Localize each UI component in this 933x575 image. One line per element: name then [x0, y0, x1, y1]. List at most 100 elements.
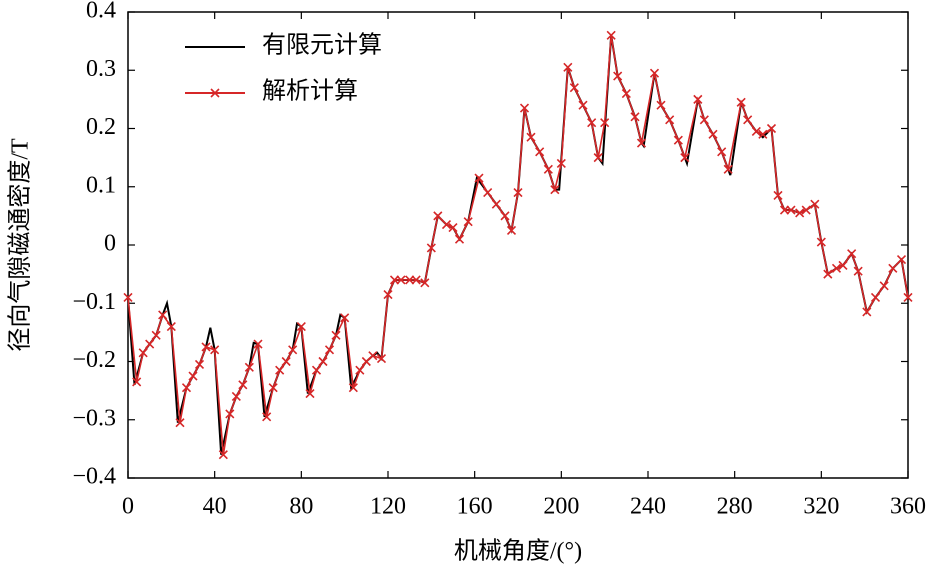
legend-label: 有限元计算: [262, 32, 382, 59]
marker: [238, 380, 248, 390]
marker: [426, 243, 436, 253]
marker: [636, 138, 647, 148]
marker: [773, 190, 783, 201]
marker: [847, 249, 857, 259]
marker: [649, 68, 660, 78]
x-axis-label: 机械角度/(°): [454, 538, 582, 565]
marker: [786, 205, 796, 215]
marker: [838, 260, 848, 270]
y-tick-label: 0.1: [86, 172, 116, 198]
marker: [613, 71, 623, 81]
y-tick-label: −0.2: [72, 347, 116, 373]
marker: [324, 345, 335, 355]
marker: [779, 205, 790, 215]
marker: [606, 30, 616, 40]
marker: [717, 147, 727, 157]
marker: [795, 208, 805, 218]
marker: [396, 275, 406, 285]
plot-frame: [127, 11, 909, 479]
marker: [801, 205, 811, 215]
marker: [376, 354, 387, 364]
marker: [454, 234, 465, 244]
x-tick-label: 200: [543, 494, 579, 520]
y-axis-label: 径向气隙磁通密度/T: [7, 138, 34, 352]
marker: [673, 135, 683, 145]
marker: [194, 359, 205, 369]
marker: [491, 199, 501, 209]
marker: [526, 132, 536, 142]
marker: [519, 103, 530, 113]
marker: [535, 147, 545, 157]
marker: [831, 263, 842, 273]
marker: [389, 275, 400, 285]
marker: [420, 278, 430, 288]
marker: [218, 450, 228, 460]
marker: [166, 321, 176, 332]
marker: [751, 126, 761, 136]
marker: [758, 129, 768, 139]
marker: [699, 115, 709, 125]
marker: [506, 225, 517, 236]
marker: [879, 281, 889, 291]
marker: [231, 391, 241, 402]
marker: [680, 153, 690, 163]
x-tick-label: 0: [122, 494, 134, 520]
marker: [448, 222, 458, 233]
series-line: [127, 35, 909, 455]
marker: [331, 330, 341, 340]
marker: [210, 345, 220, 355]
marker: [253, 339, 263, 349]
x-tick-label: 280: [717, 494, 753, 520]
x-tick-label: 160: [457, 494, 493, 520]
marker: [563, 62, 573, 72]
x-tick-label: 360: [890, 494, 926, 520]
marker: [138, 348, 148, 358]
marker: [244, 362, 254, 372]
x-tick-label: 120: [370, 494, 406, 520]
marker: [587, 118, 597, 128]
marker: [368, 351, 378, 361]
marker: [311, 365, 322, 375]
marker: [433, 211, 443, 221]
marker: [578, 100, 588, 110]
x-tick-label: 240: [630, 494, 666, 520]
marker: [483, 188, 493, 198]
marker: [225, 409, 235, 419]
marker: [600, 118, 610, 128]
y-tick-label: −0.4: [72, 464, 116, 490]
marker: [268, 383, 278, 393]
marker: [474, 173, 484, 183]
marker: [903, 292, 913, 302]
marker: [348, 383, 358, 393]
marker: [355, 365, 365, 375]
marker: [816, 237, 826, 247]
marker: [383, 289, 393, 300]
marker: [463, 217, 473, 227]
legend-marker: [210, 88, 220, 98]
marker: [693, 94, 703, 104]
legend-label: 解析计算: [262, 78, 358, 105]
marker: [175, 418, 185, 428]
marker: [181, 383, 192, 393]
marker: [201, 342, 211, 352]
marker: [708, 129, 718, 139]
series-line: [127, 35, 909, 455]
marker: [853, 266, 863, 276]
x-tick-label: 80: [289, 494, 313, 520]
marker: [743, 115, 753, 125]
marker: [513, 188, 523, 198]
marker: [288, 345, 298, 355]
marker: [275, 365, 285, 375]
marker: [888, 263, 898, 273]
marker: [132, 377, 142, 387]
y-tick-label: 0.3: [86, 56, 116, 82]
y-tick-label: 0: [104, 231, 116, 257]
marker: [630, 112, 640, 122]
marker: [441, 220, 452, 230]
marker: [723, 164, 733, 174]
marker: [593, 153, 603, 163]
marker: [870, 292, 881, 302]
marker: [621, 88, 631, 99]
x-tick-label: 40: [203, 494, 227, 520]
